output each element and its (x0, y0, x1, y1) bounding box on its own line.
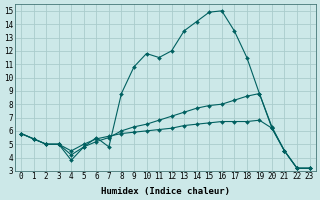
X-axis label: Humidex (Indice chaleur): Humidex (Indice chaleur) (101, 187, 230, 196)
